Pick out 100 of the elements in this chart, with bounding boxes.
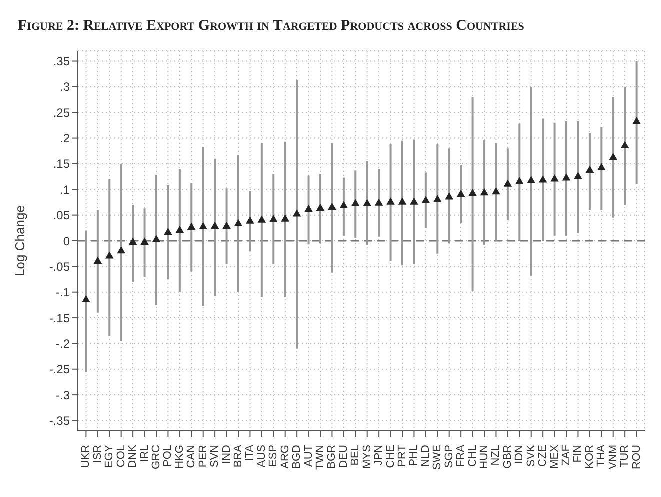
y-tick-label: .2 (60, 132, 70, 146)
x-tick-label: BRA (232, 444, 244, 468)
point (620, 141, 630, 148)
x-tick-label: COL (115, 445, 128, 468)
point (386, 198, 395, 205)
point (597, 163, 606, 170)
point (328, 202, 336, 210)
x-tick-label: MEX (548, 444, 561, 469)
x-tick-label: CZE (537, 445, 550, 467)
x-tick-label: SVK (525, 444, 538, 468)
point (222, 222, 231, 230)
point (632, 117, 641, 124)
x-tick-label: HKG (174, 445, 186, 469)
point (199, 222, 208, 230)
x-tick-label: KOR (584, 444, 596, 469)
point (152, 235, 161, 242)
point (128, 238, 138, 245)
point (187, 222, 196, 230)
x-tick-label: BGR (326, 444, 338, 469)
y-tick-label: -.25 (49, 362, 70, 377)
point (398, 198, 407, 205)
y-tick-label: .3 (60, 80, 70, 94)
y-tick-label: .15 (53, 157, 70, 172)
x-tick-label: ROU (630, 444, 643, 470)
point (316, 204, 325, 212)
x-tick-label: IRL (138, 445, 151, 462)
point (176, 226, 184, 234)
point (351, 199, 360, 206)
y-tick-label: -.05 (49, 260, 70, 274)
x-tick-label: GBR (502, 444, 514, 469)
point (574, 172, 582, 180)
point (258, 216, 266, 223)
point (492, 187, 500, 195)
point (140, 238, 149, 245)
x-tick-label: ESP (268, 445, 280, 468)
y-tick-label: -.2 (56, 336, 70, 351)
point (82, 295, 90, 302)
point (480, 188, 489, 196)
point (433, 195, 442, 202)
point (504, 180, 512, 187)
x-tick-label: THA (596, 444, 608, 467)
point (105, 252, 114, 259)
point (281, 214, 290, 222)
point (550, 174, 559, 182)
x-tick-label: HUN (478, 444, 491, 469)
x-tick-label: TUR (619, 444, 632, 468)
x-tick-label: IND (220, 444, 233, 464)
y-axis-title: Log Change (12, 206, 28, 276)
point (538, 176, 548, 183)
x-tick-label: SGP (443, 445, 456, 468)
y-tick-label: -.3 (56, 388, 70, 402)
x-tick-label: SVN (209, 444, 222, 468)
x-tick-label: PER (197, 444, 210, 468)
x-tick-label: FRA (455, 444, 468, 467)
y-tick-label: .1 (60, 182, 70, 197)
x-tick-label: BGD (291, 444, 304, 469)
point (410, 198, 418, 205)
x-tick-label: ITA (244, 444, 256, 462)
y-tick-label: .35 (53, 54, 70, 69)
x-tick-label: TWN (314, 444, 326, 470)
point (456, 190, 466, 198)
point (527, 176, 536, 184)
point (234, 219, 243, 226)
x-tick-label: SWE (432, 445, 444, 470)
point (246, 216, 254, 224)
x-tick-label: ISR (92, 444, 104, 464)
x-tick-label: FIN (572, 444, 584, 463)
x-tick-label: NZL (490, 445, 502, 466)
x-tick-label: DEU (338, 444, 350, 468)
point (340, 201, 348, 208)
y-tick-label: -.15 (49, 311, 70, 326)
point (117, 246, 126, 254)
x-tick-label: IDN (514, 444, 526, 464)
point (609, 153, 618, 160)
y-tick-label: .25 (53, 106, 70, 120)
point (422, 196, 430, 204)
x-tick-label: PRT (396, 444, 408, 467)
x-tick-label: AUS (256, 445, 268, 468)
x-tick-label: ARG (279, 445, 292, 469)
x-tick-label: AUT (302, 444, 315, 467)
point (374, 198, 384, 206)
x-tick-label: NLD (420, 444, 432, 468)
x-tick-label: EGY (104, 444, 116, 468)
x-tick-label: CAN (186, 444, 198, 468)
x-tick-label: VNM (607, 445, 620, 470)
x-tick-label: DNK (127, 444, 140, 468)
point (94, 256, 102, 264)
x-tick-label: UKR (80, 444, 92, 468)
y-tick-label: -.35 (49, 414, 70, 428)
chart-title: Figure 2: Relative Export Growth in Targeted Products across Countries (17, 17, 526, 36)
x-tick-label: CHE (384, 445, 397, 468)
point (210, 222, 220, 230)
x-tick-label: MYS (361, 445, 374, 469)
x-tick-label: PHL (408, 445, 420, 466)
point (515, 177, 524, 184)
point (445, 192, 454, 200)
point (468, 188, 477, 196)
x-tick-label: ZAF (560, 444, 573, 466)
y-tick-label: -.1 (56, 286, 70, 300)
x-tick-label: GRC (150, 444, 162, 470)
